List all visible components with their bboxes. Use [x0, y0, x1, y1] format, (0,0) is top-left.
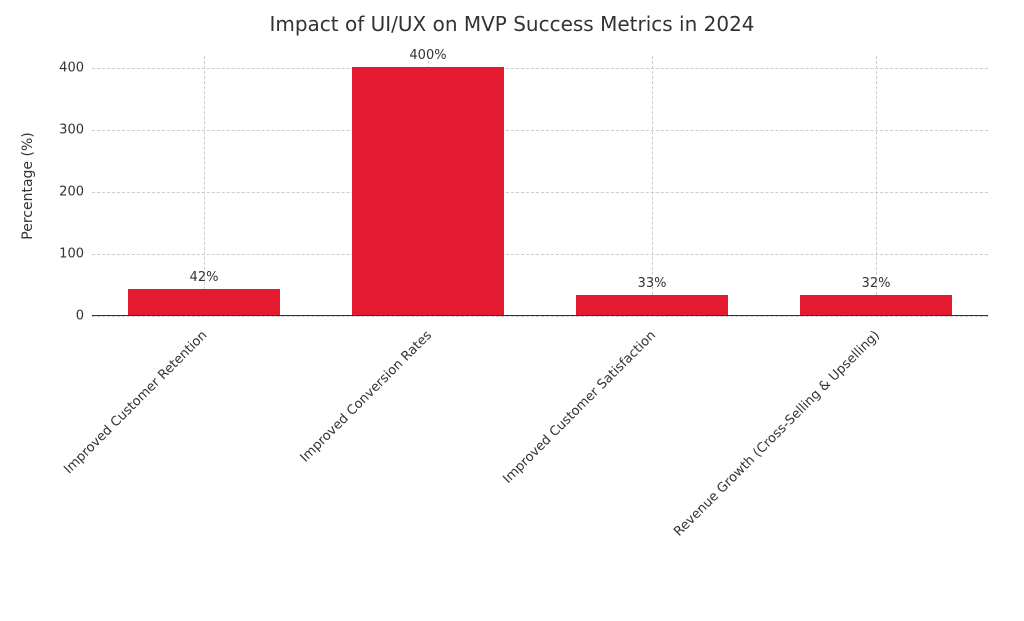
y-tick-label: 300	[59, 123, 84, 138]
bar	[352, 67, 504, 315]
gridline-horizontal	[92, 68, 988, 69]
chart-title: Impact of UI/UX on MVP Success Metrics i…	[0, 12, 1024, 36]
gridline-horizontal	[92, 192, 988, 193]
gridline-horizontal	[92, 130, 988, 131]
y-tick-label: 400	[59, 61, 84, 76]
y-tick-label: 200	[59, 185, 84, 200]
bar	[128, 289, 280, 315]
bar-value-label: 42%	[190, 270, 219, 285]
bar-value-label: 33%	[638, 276, 667, 291]
y-tick-label: 100	[59, 247, 84, 262]
chart-container: Impact of UI/UX on MVP Success Metrics i…	[0, 0, 1024, 621]
bar	[800, 295, 952, 315]
bar	[576, 295, 728, 315]
plot-area	[92, 56, 988, 316]
gridline-horizontal	[92, 254, 988, 255]
bar-value-label: 400%	[409, 48, 446, 63]
bar-value-label: 32%	[862, 276, 891, 291]
y-axis-label: Percentage (%)	[20, 132, 36, 239]
gridline-horizontal	[92, 316, 988, 317]
y-tick-label: 0	[76, 309, 84, 324]
